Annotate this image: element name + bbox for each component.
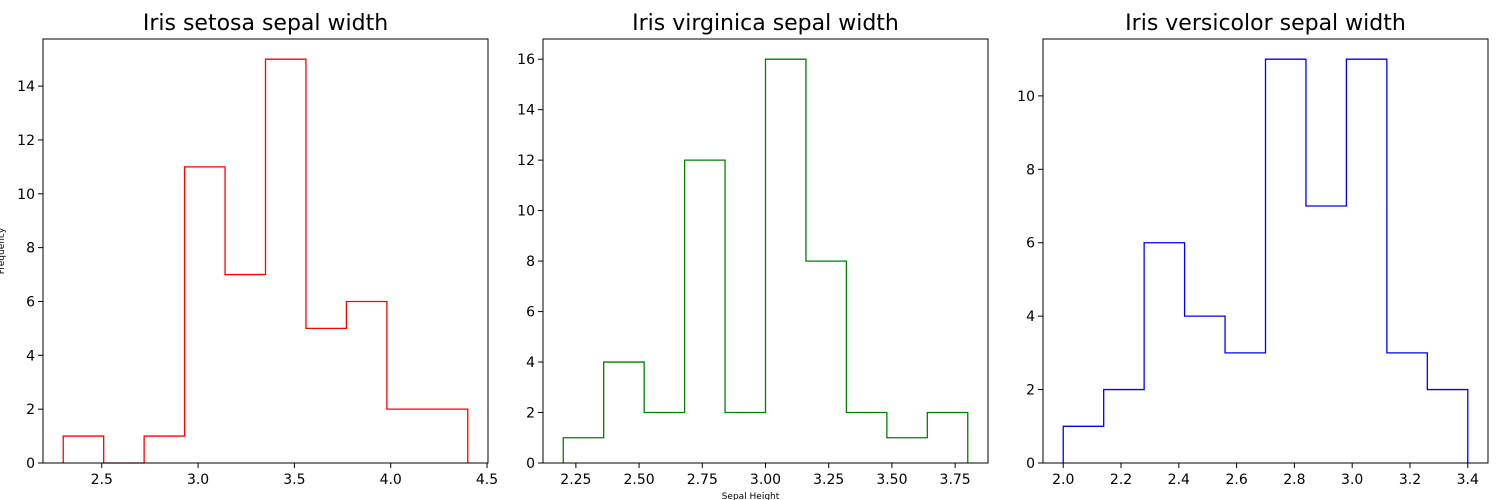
histogram-step-outline — [562, 58, 969, 463]
y-tick-label: 6 — [1026, 236, 1035, 252]
histogram-step-outline — [1062, 58, 1469, 463]
histogram-bin — [306, 328, 346, 463]
histogram-bin — [766, 59, 806, 463]
x-tick-label: 2.5 — [91, 472, 113, 488]
x-tick-label: 2.75 — [687, 472, 718, 488]
histogram-bin — [427, 409, 467, 463]
y-tick-label: 4 — [1026, 309, 1035, 325]
y-tick-label: 8 — [26, 241, 35, 257]
histogram-bin — [1266, 59, 1306, 463]
x-tick-label: 2.2 — [1110, 472, 1132, 488]
x-tick-label: 2.6 — [1225, 472, 1247, 488]
x-tick-label: 3.0 — [187, 472, 209, 488]
panel-title: Iris setosa sepal width — [143, 11, 388, 36]
x-tick-label: 2.50 — [623, 472, 654, 488]
histogram-bin — [144, 436, 184, 463]
y-tick-label: 4 — [26, 348, 35, 364]
histogram-bin — [185, 167, 225, 463]
y-tick-label: 12 — [517, 153, 535, 169]
panel-title: Iris virginica sepal width — [632, 11, 899, 36]
histogram-bin — [846, 413, 886, 463]
histogram-bin — [725, 413, 765, 463]
y-tick-label: 0 — [526, 456, 535, 472]
x-tick-label: 3.4 — [1457, 472, 1479, 488]
y-tick-label: 8 — [1026, 162, 1035, 178]
panel-title: Iris versicolor sepal width — [1125, 11, 1406, 36]
y-tick-label: 16 — [517, 52, 535, 68]
histogram-bin — [225, 275, 265, 463]
histogram-bin — [346, 301, 386, 463]
axes-frame — [42, 38, 489, 464]
y-tick-label: 10 — [17, 187, 35, 203]
x-tick-label: 4.5 — [476, 472, 498, 488]
x-tick-label: 4.0 — [380, 472, 402, 488]
x-tick-label: 2.0 — [1052, 472, 1074, 488]
histogram-panel-3: Iris versicolor sepal width 2.0 2.2 2.4 2.6 2… — [1017, 11, 1489, 488]
histogram-step-outline — [62, 58, 469, 464]
y-tick-label: 0 — [1026, 456, 1035, 472]
y-tick-label: 14 — [17, 79, 35, 95]
x-tick-label: 3.25 — [813, 472, 844, 488]
y-axis-label: Frequency — [0, 227, 7, 274]
histogram-bin — [1144, 243, 1184, 463]
histogram-bin — [266, 59, 306, 463]
x-tick-label: 2.8 — [1283, 472, 1305, 488]
histogram-bin — [387, 409, 427, 463]
x-axis-label: Sepal Height — [722, 492, 780, 500]
y-tick-label: 2 — [526, 406, 535, 422]
histogram-bin — [1063, 426, 1103, 463]
histogram-bin — [685, 160, 725, 463]
y-tick-label: 10 — [517, 204, 535, 220]
histogram-bin — [806, 261, 846, 463]
histogram-bin — [1185, 316, 1225, 463]
axes-frame — [1042, 38, 1489, 464]
y-tick-label: 0 — [26, 456, 35, 472]
y-tick-label: 2 — [1026, 383, 1035, 399]
x-tick-label: 2.4 — [1168, 472, 1190, 488]
histogram-bin — [63, 436, 103, 463]
y-tick-label: 2 — [26, 402, 35, 418]
histogram-bin — [644, 413, 684, 463]
y-tick-label: 8 — [526, 254, 535, 270]
x-tick-label: 3.0 — [1341, 472, 1363, 488]
histogram-panel-2: Iris virginica sepal width 2.25 2.50 2.75 3.… — [517, 11, 989, 500]
y-tick-label: 4 — [526, 355, 535, 371]
x-tick-label: 3.50 — [876, 472, 907, 488]
x-tick-label: 3.5 — [283, 472, 305, 488]
histogram-bin — [1306, 206, 1346, 463]
histogram-bin — [1387, 353, 1427, 463]
histogram-bin — [563, 438, 603, 463]
y-tick-label: 10 — [1017, 89, 1035, 105]
histogram-bin — [1427, 390, 1467, 463]
x-tick-label: 3.2 — [1399, 472, 1421, 488]
histogram-bin — [1225, 353, 1265, 463]
histogram-bin — [887, 438, 927, 463]
y-tick-label: 12 — [17, 133, 35, 149]
histogram-bin — [1104, 390, 1144, 463]
x-tick-label: 3.75 — [940, 472, 971, 488]
x-tick-label: 2.25 — [560, 472, 591, 488]
histogram-bin — [1346, 59, 1386, 463]
histogram-panel-1: Iris setosa sepal width 2.5 3.0 3.5 4.0 4.5 0 2… — [0, 11, 498, 488]
y-tick-label: 14 — [517, 103, 535, 119]
y-tick-label: 6 — [26, 294, 35, 310]
histogram-bin — [927, 413, 967, 463]
x-tick-label: 3.00 — [750, 472, 781, 488]
y-tick-label: 6 — [526, 305, 535, 321]
histogram-bin — [604, 362, 644, 463]
